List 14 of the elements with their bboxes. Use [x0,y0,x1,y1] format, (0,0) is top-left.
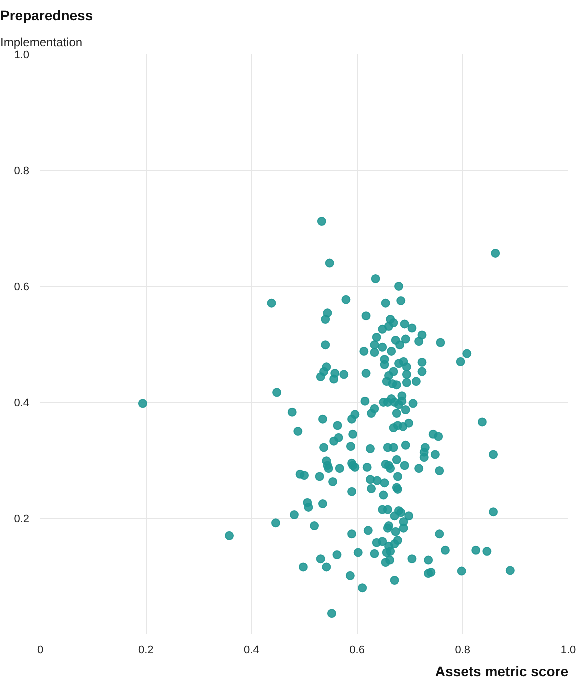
chart-subtitle: Implementation [0,36,83,50]
chart-title: Preparedness [0,8,94,24]
y-tick-label: 0.4 [14,398,30,410]
y-tick-label: 0.8 [14,166,30,178]
x-tick-label: 0.8 [455,644,471,656]
y-tick-label: 1.0 [14,50,30,62]
y-tick-label: 0.6 [14,282,30,294]
x-tick-label: 0.2 [138,644,154,656]
x-axis-title: Assets metric score [435,664,569,680]
y-tick-label: 0.2 [14,514,30,526]
x-tick-label: 0.4 [244,644,260,656]
x-tick-label: 0.6 [350,644,365,656]
x-tick-label: 1.0 [560,644,576,656]
x-tick-label: 0 [37,644,44,656]
